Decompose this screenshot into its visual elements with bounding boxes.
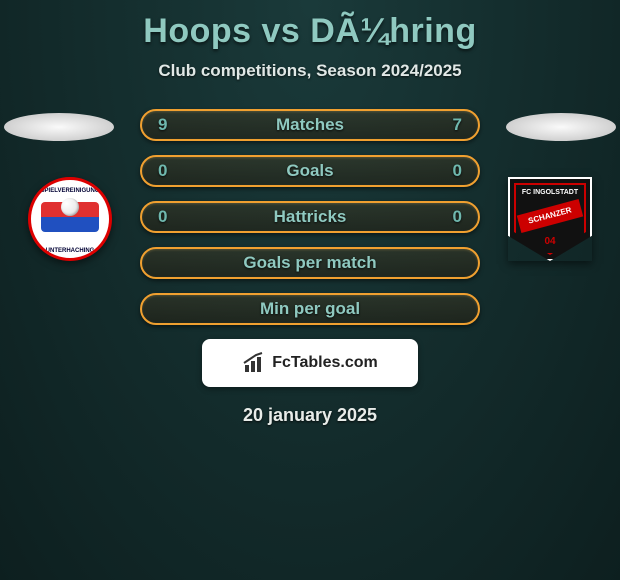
brand-badge: FcTables.com [202,339,418,387]
stat-row-gpm: Goals per match [140,247,480,279]
team-left-top-text: SPIELVEREINIGUNG [31,188,109,194]
team-right-band: SCHANZER [517,199,583,233]
team-right-top-text: FC INGOLSTADT [510,189,590,196]
stat-goals-left: 0 [158,161,182,181]
stat-matches-label: Matches [276,115,344,135]
stat-mpg-label: Min per goal [260,299,360,319]
page-title: Hoops vs DÃ¼hring [0,0,620,51]
right-platform [506,113,616,141]
comparison-area: SPIELVEREINIGUNG UNTERHACHING FC INGOLST… [0,109,620,426]
team-left-ball-icon [61,198,79,216]
subtitle: Club competitions, Season 2024/2025 [0,61,620,81]
chart-icon [242,351,266,375]
stat-hattricks-left: 0 [158,207,182,227]
date-label: 20 january 2025 [0,405,620,426]
team-left-bottom-text: UNTERHACHING [31,248,109,254]
stat-row-mpg: Min per goal [140,293,480,325]
team-right-badge: FC INGOLSTADT SCHANZER 04 [500,169,600,269]
stats-list: 9 Matches 7 0 Goals 0 0 Hattricks 0 Goal… [140,109,480,325]
team-left-badge: SPIELVEREINIGUNG UNTERHACHING [20,169,120,269]
stat-goals-label: Goals [286,161,333,181]
stat-gpm-label: Goals per match [243,253,376,273]
team-right-number: 04 [510,236,590,247]
stat-row-matches: 9 Matches 7 [140,109,480,141]
stat-row-hattricks: 0 Hattricks 0 [140,201,480,233]
stat-goals-right: 0 [438,161,462,181]
stat-matches-left: 9 [158,115,182,135]
left-platform [4,113,114,141]
stat-matches-right: 7 [438,115,462,135]
brand-text: FcTables.com [272,354,378,372]
stat-hattricks-right: 0 [438,207,462,227]
stat-row-goals: 0 Goals 0 [140,155,480,187]
stat-hattricks-label: Hattricks [274,207,347,227]
